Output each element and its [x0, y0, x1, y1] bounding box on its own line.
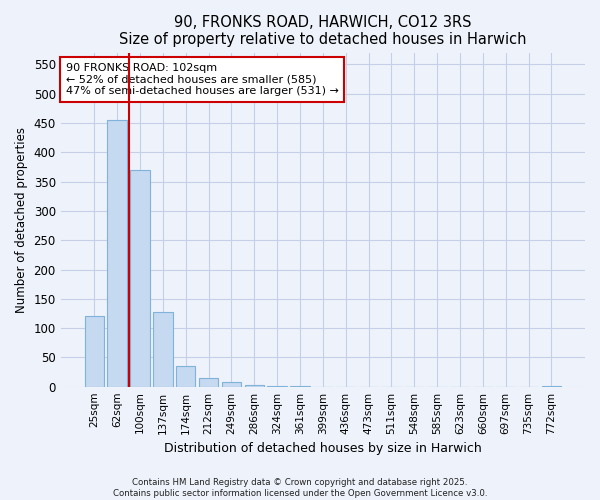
- Title: 90, FRONKS ROAD, HARWICH, CO12 3RS
Size of property relative to detached houses : 90, FRONKS ROAD, HARWICH, CO12 3RS Size …: [119, 15, 527, 48]
- Bar: [245, 385, 264, 386]
- Y-axis label: Number of detached properties: Number of detached properties: [15, 126, 28, 312]
- Bar: [221, 382, 241, 386]
- Text: 90 FRONKS ROAD: 102sqm
← 52% of detached houses are smaller (585)
47% of semi-de: 90 FRONKS ROAD: 102sqm ← 52% of detached…: [66, 63, 339, 96]
- Text: Contains HM Land Registry data © Crown copyright and database right 2025.
Contai: Contains HM Land Registry data © Crown c…: [113, 478, 487, 498]
- Bar: [85, 316, 104, 386]
- Bar: [153, 312, 173, 386]
- Bar: [130, 170, 149, 386]
- Bar: [107, 120, 127, 386]
- X-axis label: Distribution of detached houses by size in Harwich: Distribution of detached houses by size …: [164, 442, 482, 455]
- Bar: [176, 366, 196, 386]
- Bar: [199, 378, 218, 386]
